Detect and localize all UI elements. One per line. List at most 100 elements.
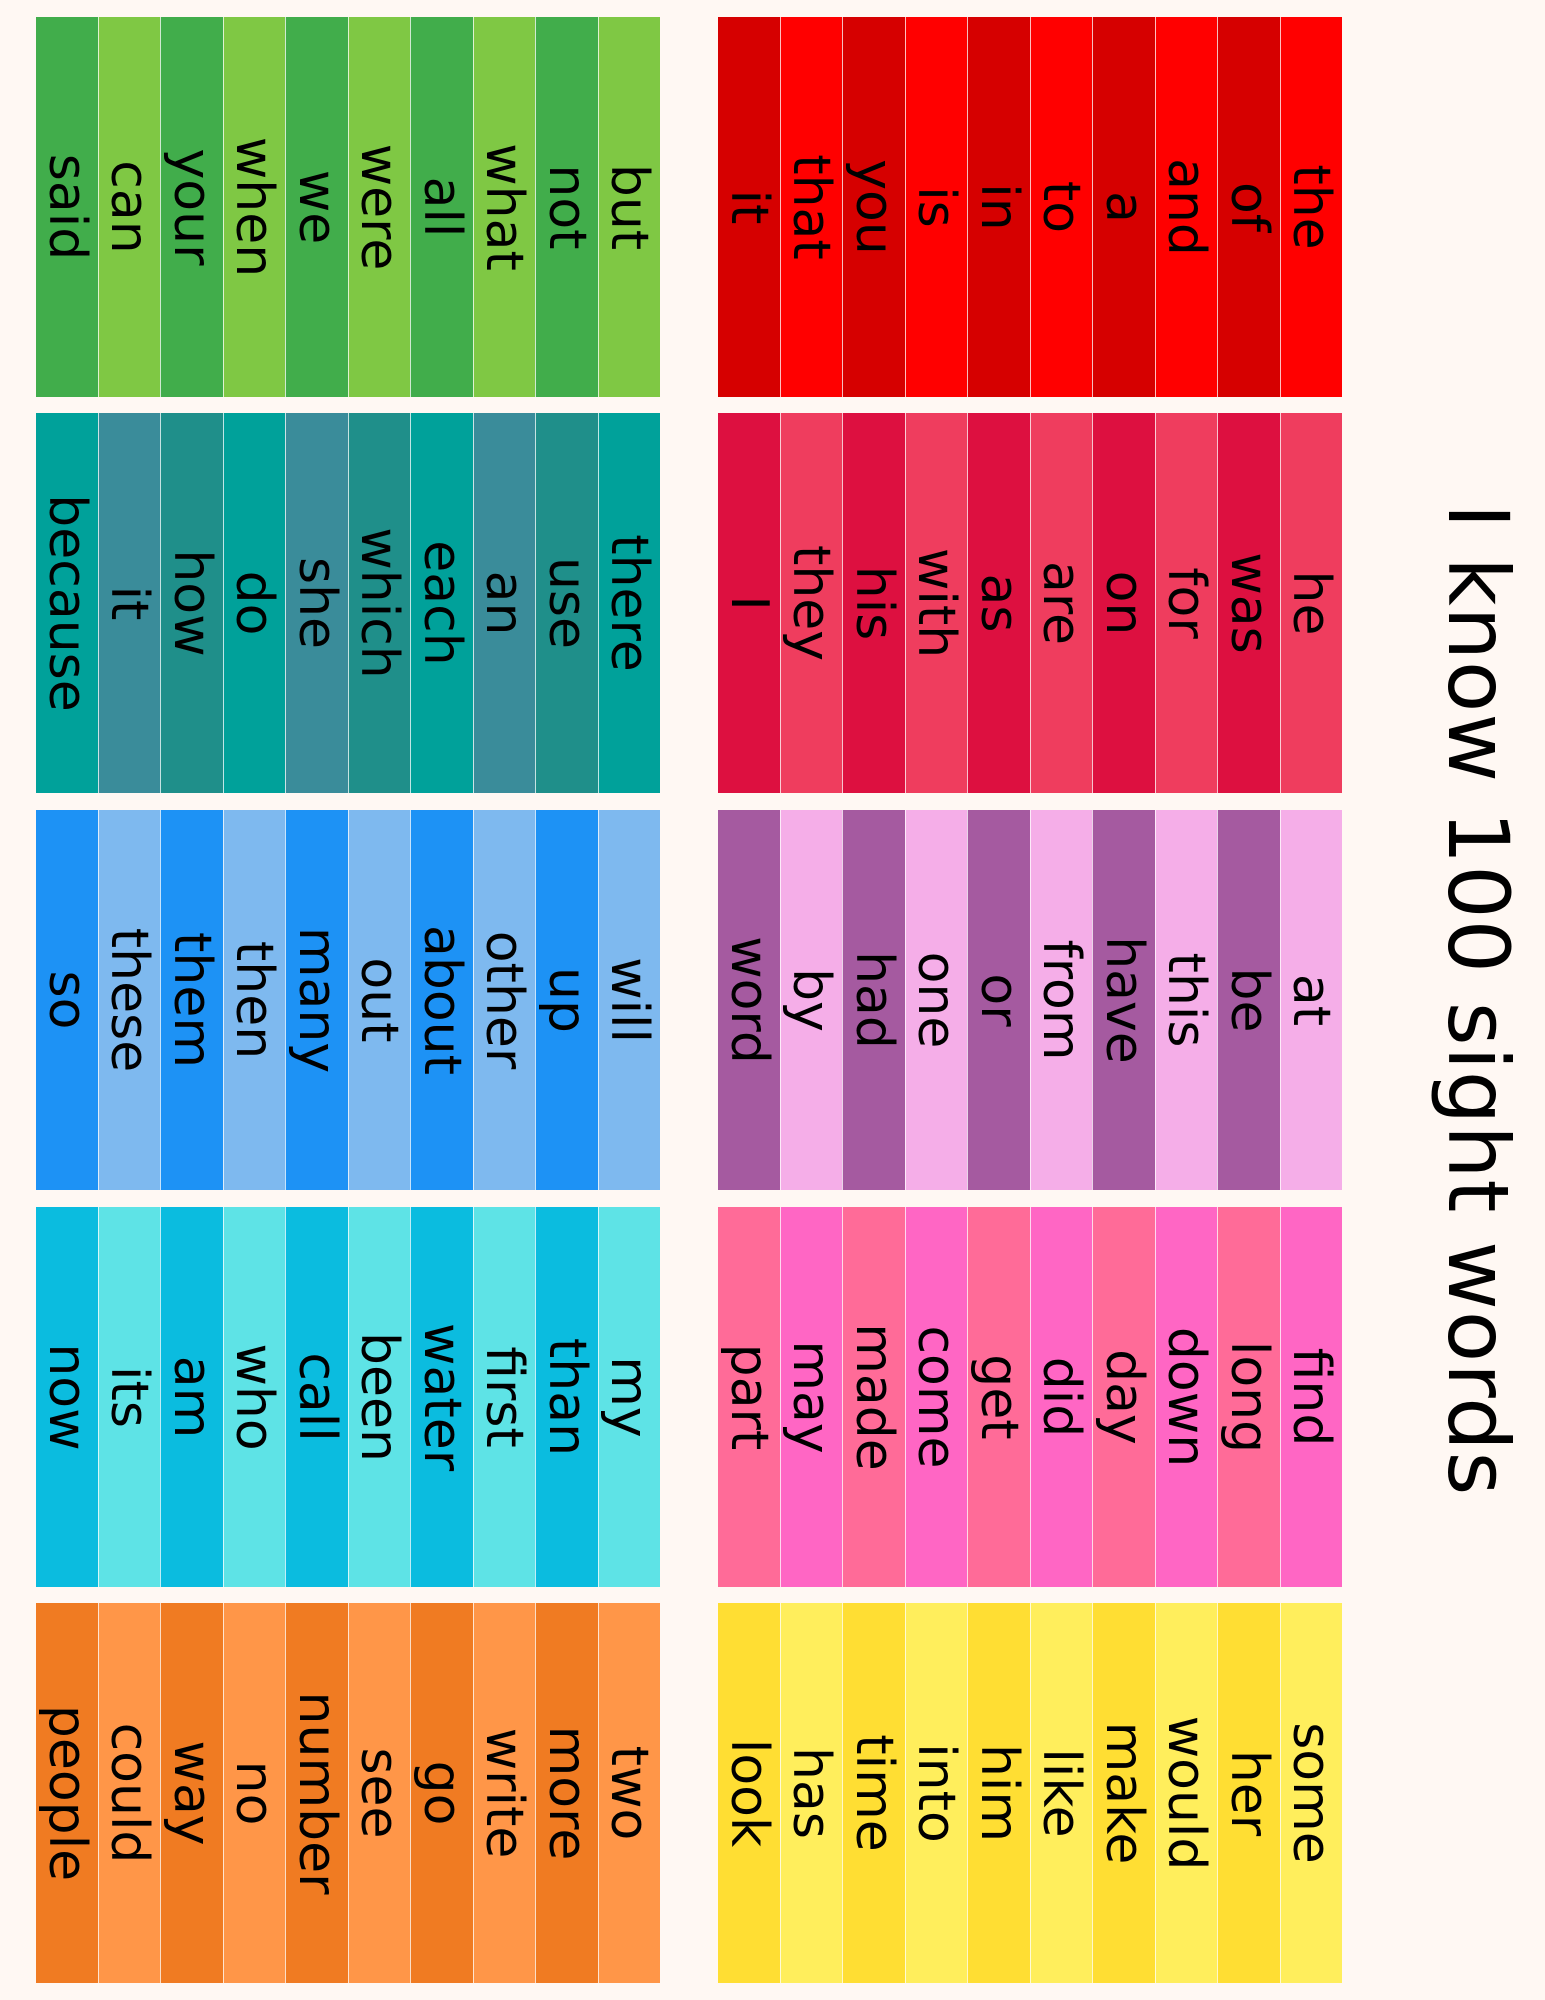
word-strip: these: [97, 810, 160, 1190]
sight-word: for: [1156, 567, 1217, 639]
word-strip: many: [285, 810, 348, 1190]
word-strip: with: [904, 413, 967, 793]
word-strip: as: [967, 413, 1030, 793]
word-strip: long: [1217, 1207, 1280, 1587]
sight-word: they: [781, 544, 842, 662]
word-strip: she: [285, 413, 348, 793]
word-strip: they: [779, 413, 842, 793]
word-strip: made: [842, 1207, 905, 1587]
sight-word: said: [36, 153, 97, 261]
sight-word: no: [224, 1760, 285, 1826]
word-strip: other: [472, 810, 535, 1190]
sight-word: these: [99, 927, 160, 1073]
sight-word: that: [781, 154, 842, 260]
sight-word: him: [968, 1743, 1029, 1843]
sight-word: of: [1218, 181, 1279, 233]
sight-word: come: [906, 1325, 967, 1469]
word-block-teal: there use an each which she do how it because: [28, 413, 660, 793]
word-strip: word: [718, 810, 780, 1190]
word-strip: he: [1279, 413, 1342, 793]
sight-word: or: [968, 973, 1029, 1027]
word-strip: find: [1279, 1207, 1342, 1587]
sight-word: I: [718, 595, 779, 611]
word-strip: him: [967, 1603, 1030, 1983]
word-strip: his: [842, 413, 905, 793]
page-title: I know 100 sight words: [1429, 503, 1527, 1497]
sight-word: then: [224, 940, 285, 1060]
word-strip: because: [36, 413, 98, 793]
word-strip: time: [842, 1603, 905, 1983]
word-strip: was: [1217, 413, 1280, 793]
word-strip: am: [160, 1207, 223, 1587]
word-strip: from: [1029, 810, 1092, 1190]
word-strip: what: [472, 17, 535, 397]
word-strip: my: [597, 1207, 660, 1587]
word-strip: out: [347, 810, 410, 1190]
word-strip: who: [222, 1207, 285, 1587]
word-strip: is: [904, 17, 967, 397]
sight-word: have: [1093, 936, 1154, 1064]
sight-word: will: [599, 957, 660, 1043]
word-strip: down: [1154, 1207, 1217, 1587]
word-strip: make: [1092, 1603, 1155, 1983]
sight-word: am: [161, 1355, 222, 1439]
sight-word: use: [536, 556, 597, 650]
sight-word: water: [411, 1322, 472, 1472]
sight-word: be: [1218, 967, 1279, 1033]
sight-word: in: [968, 183, 1029, 231]
word-strip: use: [535, 413, 598, 793]
sight-word: part: [718, 1343, 779, 1451]
sight-word: what: [474, 143, 535, 271]
word-strip: said: [36, 17, 98, 397]
sight-word: it: [718, 189, 779, 225]
word-strip: this: [1154, 810, 1217, 1190]
sight-word: number: [286, 1691, 347, 1895]
word-block-yellow: some her would make like him into time has look: [710, 1603, 1342, 1983]
word-strip: some: [1279, 1603, 1342, 1983]
sight-word: as: [968, 573, 1029, 633]
sight-word: way: [161, 1740, 222, 1846]
word-strip: how: [160, 413, 223, 793]
sight-word: is: [906, 186, 967, 228]
word-strip: could: [97, 1603, 160, 1983]
word-block-purple: at be this have from or one had by word: [710, 810, 1342, 1190]
word-strip: when: [222, 17, 285, 397]
sight-word: call: [286, 1352, 347, 1442]
sight-word: my: [599, 1356, 660, 1438]
sight-word: has: [781, 1747, 842, 1839]
word-strip: or: [967, 810, 1030, 1190]
word-block-crimson: he was for on are as with his they I: [710, 413, 1342, 793]
word-strip: look: [718, 1603, 780, 1983]
sight-word: get: [968, 1354, 1029, 1440]
word-strip: to: [1029, 17, 1092, 397]
sight-word: an: [474, 570, 535, 636]
sight-word: which: [349, 527, 410, 679]
word-strip: you: [842, 17, 905, 397]
word-strip: more: [535, 1603, 598, 1983]
word-strip: a: [1092, 17, 1155, 397]
sight-word: each: [411, 540, 472, 666]
word-strip: for: [1154, 413, 1217, 793]
sight-word: with: [906, 547, 967, 659]
sight-word: see: [349, 1747, 410, 1839]
word-strip: are: [1029, 413, 1092, 793]
word-strip: your: [160, 17, 223, 397]
sight-word: and: [1156, 158, 1217, 256]
sight-word: were: [349, 143, 410, 271]
word-strip: up: [535, 810, 598, 1190]
sight-word: his: [843, 565, 904, 641]
word-block-orange: two more write go see number no way could people: [28, 1603, 660, 1983]
sight-word: like: [1031, 1748, 1092, 1838]
word-strip: two: [597, 1603, 660, 1983]
word-strip: be: [1217, 810, 1280, 1190]
sight-word: the: [1281, 164, 1342, 250]
sight-word: two: [599, 1745, 660, 1841]
word-strip: can: [97, 17, 160, 397]
word-block-pink: find long down day did get come made may part: [710, 1207, 1342, 1587]
word-strip: number: [285, 1603, 348, 1983]
word-strip: but: [597, 17, 660, 397]
word-block-cyan: my than first water been call who am its now: [28, 1207, 660, 1587]
sight-word: had: [843, 951, 904, 1049]
sight-word: its: [99, 1366, 160, 1428]
sight-word: but: [599, 163, 660, 251]
